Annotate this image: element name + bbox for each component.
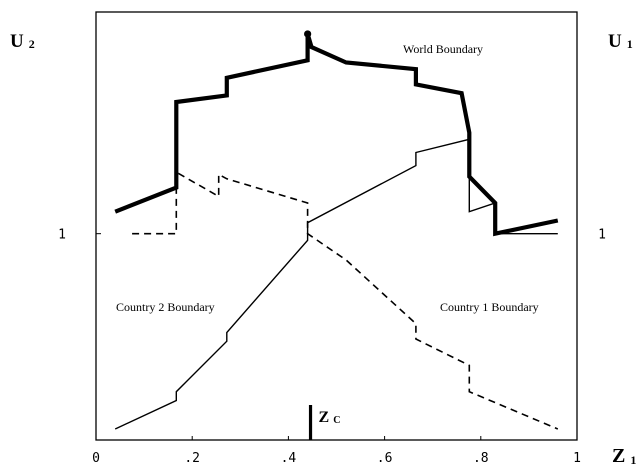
x-axis-label-main: Z [612,445,625,467]
left-y-tick-label: 1 [58,228,66,243]
left-axis-label-main: U [10,31,24,52]
x-tick-label: .6 [377,451,393,466]
right-axis-label-sub: 1 [627,37,633,51]
country-1-boundary-line [114,138,558,430]
right-y-tick-label: 1 [598,228,606,243]
plot-frame [95,11,578,441]
left-axis-label-sub: 2 [29,37,35,51]
tick-layer: 0 .2 .4 .6 .8 1 1 1 [58,228,606,466]
series-layer [114,30,559,430]
country-2-boundary-line [132,170,559,430]
world-boundary-annotation: World Boundary [403,42,483,56]
world-boundary-line [114,33,559,237]
x-tick-label: .2 [184,451,200,466]
zc-label-sub: C [333,415,340,426]
right-axis-label-main: U [608,31,622,52]
x-tick-label: 0 [92,451,100,466]
x-axis-label-sub: 1 [630,453,636,467]
zc-label-main: Z [319,409,330,426]
country-1-boundary-annotation: Country 1 Boundary [440,300,539,314]
country-2-boundary-annotation: Country 2 Boundary [116,300,215,314]
x-tick-label: .8 [473,451,489,466]
x-tick-label: .4 [281,451,297,466]
world-boundary-peak-dot [304,30,312,38]
x-tick-label: 1 [573,451,581,466]
